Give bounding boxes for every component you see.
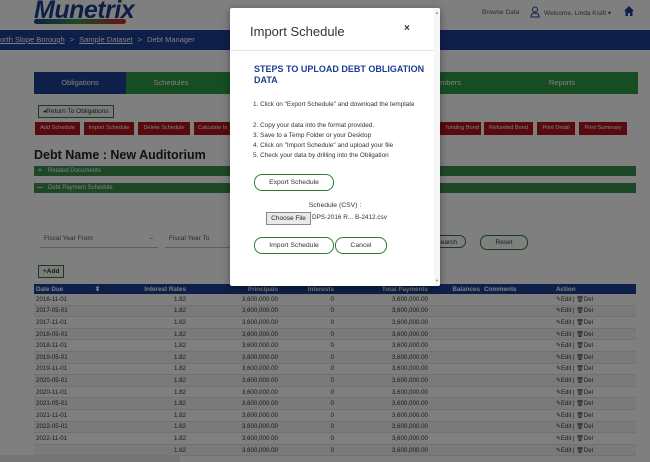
cancel-button[interactable]: Cancel [335, 237, 387, 254]
csv-label: Schedule (CSV) : [308, 202, 362, 209]
step-5: 5. Check your data by drilling into the … [253, 152, 389, 159]
export-schedule-button[interactable]: Export Schedule [254, 174, 334, 191]
step-3: 3. Save to a Temp Folder or your Desktop [253, 132, 372, 139]
close-icon[interactable]: × [404, 23, 410, 34]
selected-file-name: DPS-2016 R... B-2412.csv [312, 214, 387, 221]
step-4: 4. Click on "Import Schedule" and upload… [253, 142, 394, 149]
modal-title: Import Schedule [250, 24, 345, 39]
step-2: 2. Copy your data into the format provid… [253, 122, 375, 129]
scroll-down-icon[interactable]: ▼ [435, 278, 439, 283]
choose-file-button[interactable]: Choose File [266, 212, 311, 225]
scroll-up-icon[interactable]: ▲ [435, 10, 439, 15]
import-schedule-modal: Import Schedule × STEPS TO UPLOAD DEBT O… [230, 8, 440, 286]
steps-heading: STEPS TO UPLOAD DEBT OBLIGATION DATA [254, 64, 425, 85]
import-schedule-submit-button[interactable]: Import Schedule [254, 237, 334, 254]
step-1: 1. Click on "Export Schedule" and downlo… [253, 101, 415, 108]
modal-scrollbar[interactable] [434, 8, 440, 286]
modal-divider [230, 50, 440, 51]
